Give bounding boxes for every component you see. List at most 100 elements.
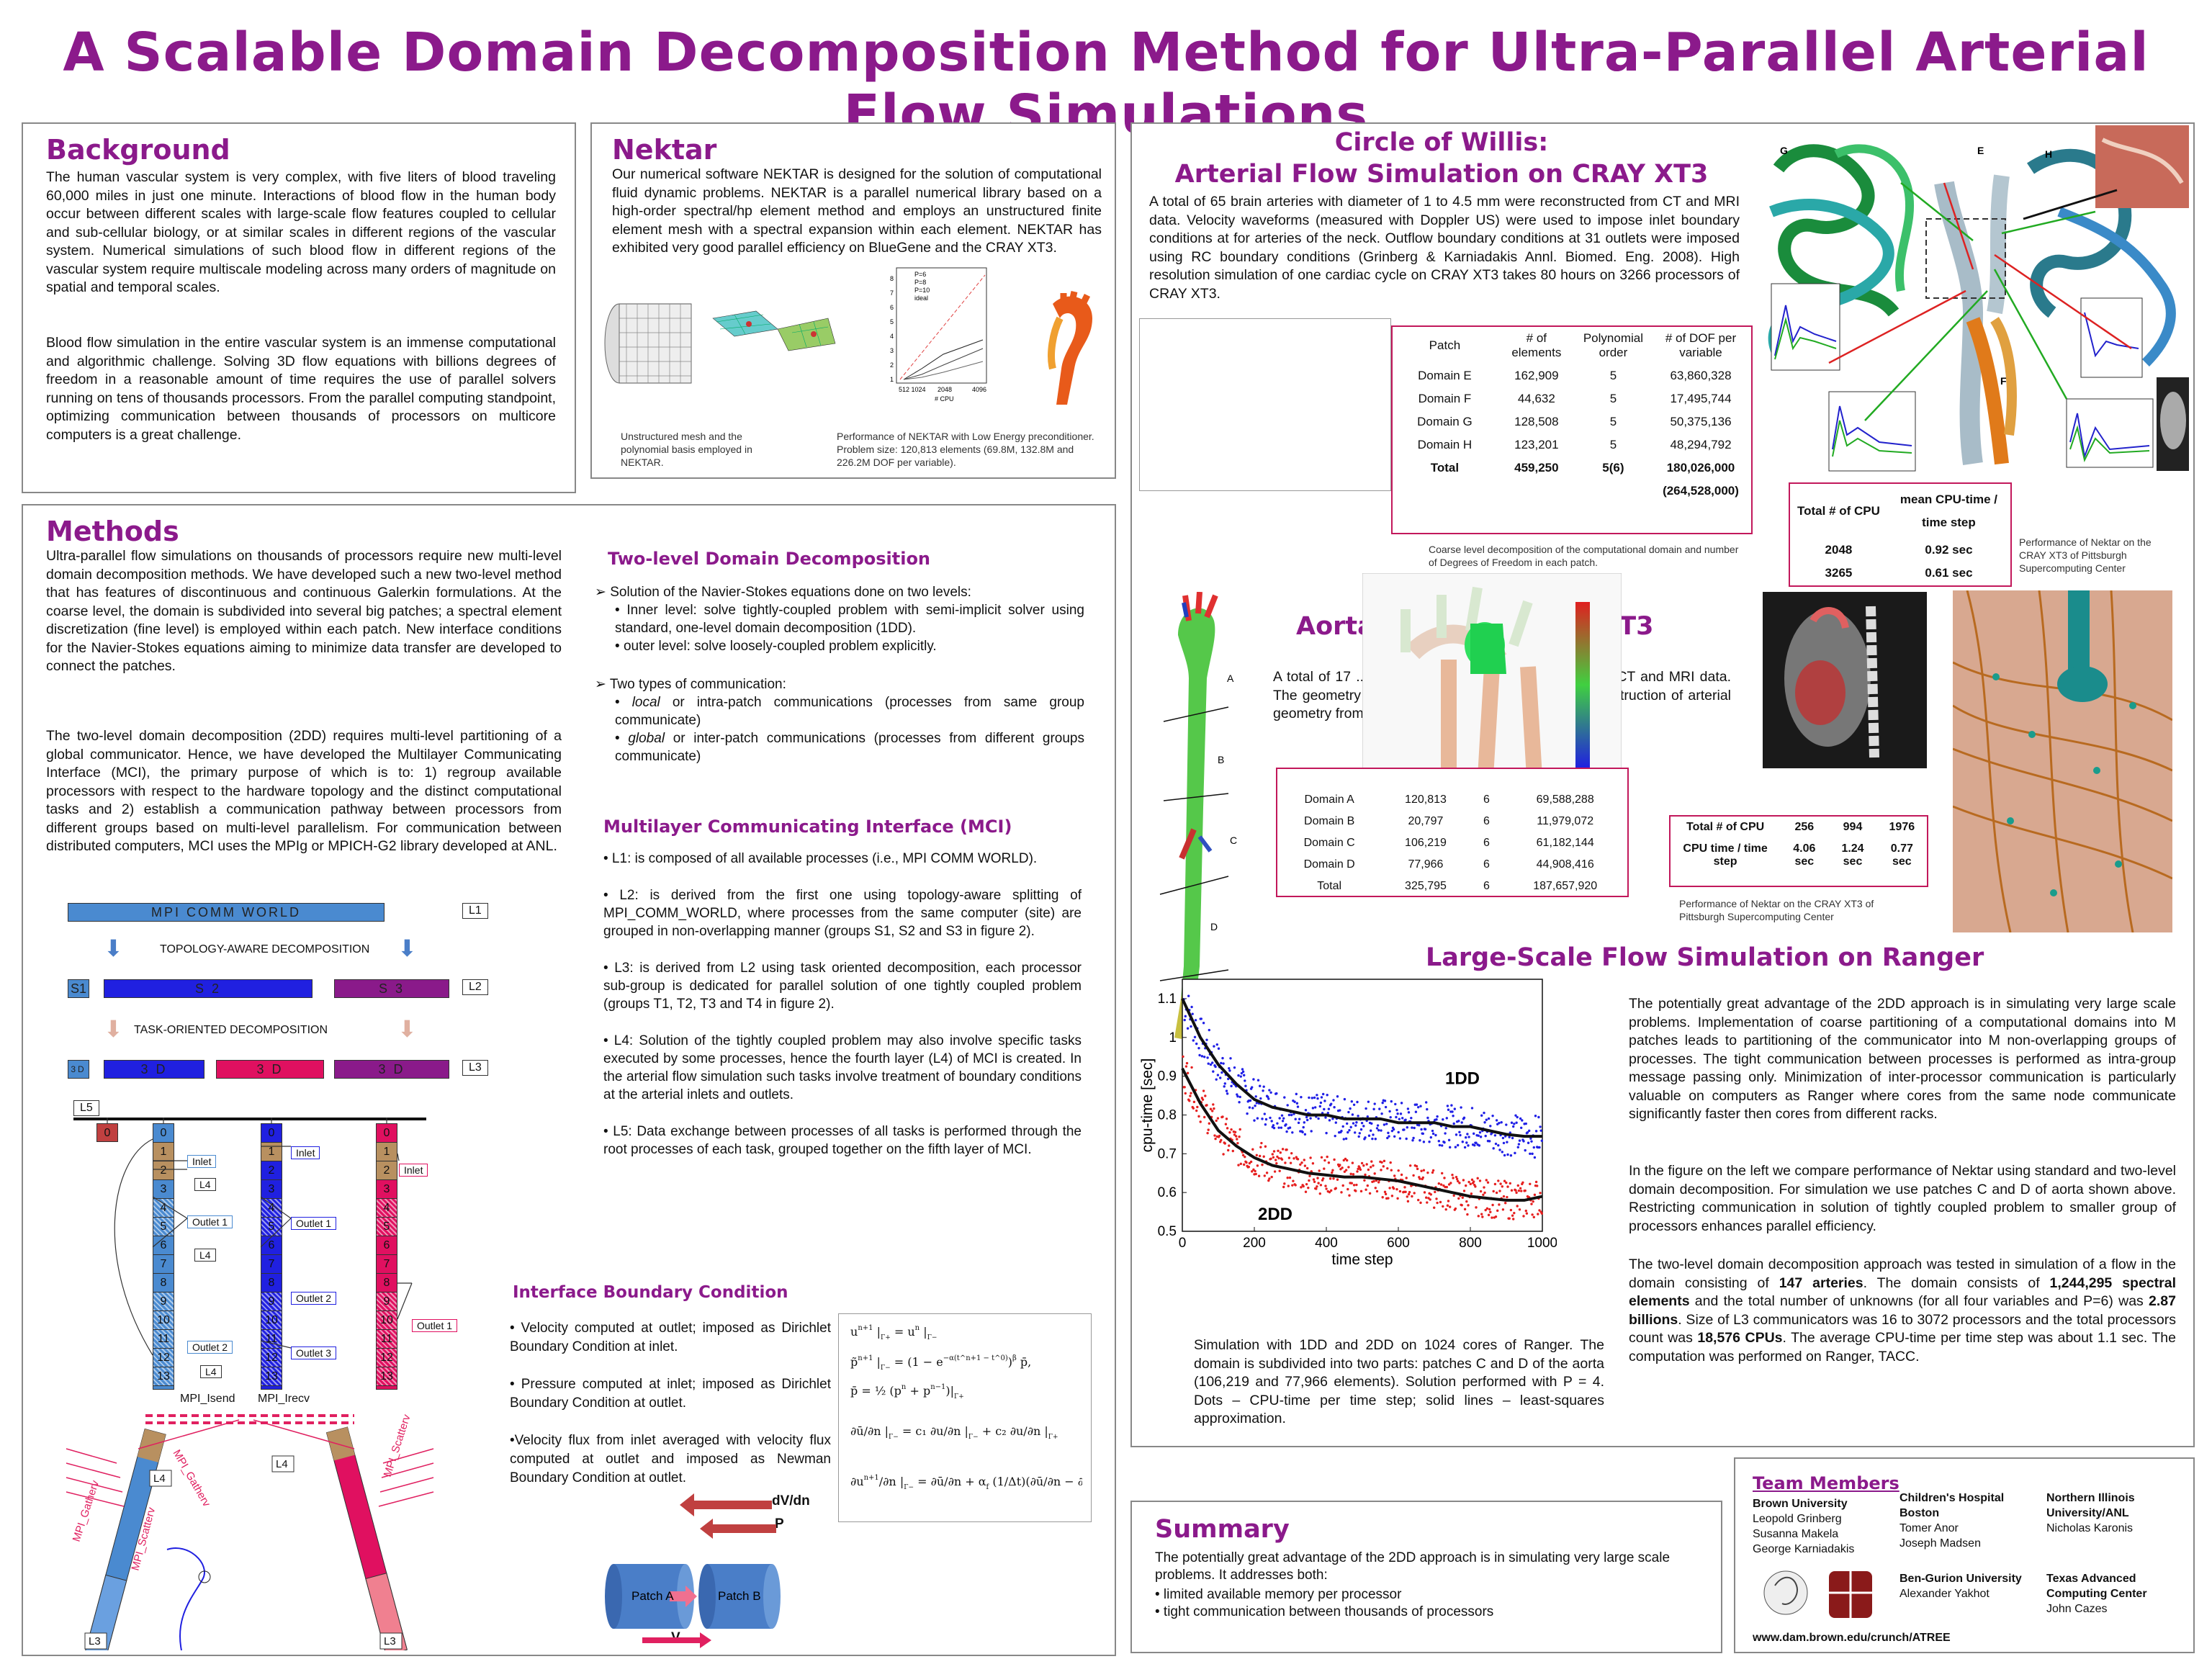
data-point — [1372, 1179, 1375, 1183]
data-point — [1303, 1121, 1305, 1124]
data-point — [1473, 1180, 1475, 1183]
team-bgu-heading: Ben-Gurion University — [1899, 1573, 2022, 1585]
data-point — [1297, 1121, 1300, 1125]
data-point — [1485, 1179, 1488, 1182]
data-point — [1483, 1186, 1485, 1189]
data-point — [1380, 1169, 1382, 1172]
down-arrow-4: ⬇ — [397, 1016, 417, 1042]
data-point — [1441, 1172, 1444, 1175]
data-point — [1512, 1125, 1515, 1128]
data-point — [1460, 1121, 1463, 1124]
data-point — [1506, 1153, 1509, 1156]
data-point — [1342, 1138, 1345, 1141]
data-point — [1227, 1077, 1230, 1081]
data-point — [1183, 1086, 1186, 1089]
data-point — [1195, 1109, 1198, 1112]
data-point — [1192, 1107, 1195, 1110]
data-point — [1282, 1117, 1285, 1120]
results-panel: Circle of Willis: Arterial Flow Simulati… — [1130, 122, 2195, 1447]
data-point — [1220, 1061, 1223, 1065]
data-point — [1447, 1200, 1450, 1202]
summary-panel: Summary The potentially great advantage … — [1130, 1501, 1722, 1653]
data-point — [1527, 1141, 1530, 1144]
data-point — [1483, 1191, 1486, 1195]
data-point — [1254, 1169, 1256, 1173]
willis-heading-1: Circle of Willis: — [1334, 128, 1549, 157]
data-point — [1463, 1146, 1467, 1149]
data-point — [1367, 1168, 1370, 1172]
data-point — [1374, 1187, 1377, 1190]
data-point — [1511, 1136, 1514, 1140]
data-point — [1217, 1047, 1220, 1050]
data-point — [1347, 1166, 1350, 1169]
ranger-text-3i: . The average CPU-time per time step was… — [1629, 1330, 2176, 1364]
data-point — [1287, 1184, 1290, 1187]
t3-bar: 3 D — [216, 1060, 324, 1079]
data-point — [1254, 1172, 1257, 1176]
data-point — [1399, 1112, 1403, 1115]
data-point — [1280, 1114, 1284, 1117]
data-point — [1259, 1146, 1262, 1148]
layer-l4-d: L4 — [153, 1473, 166, 1485]
data-point — [1239, 1162, 1242, 1166]
willis-cpu-table: Total # of CPU mean CPU-time / time step … — [1790, 484, 2010, 585]
data-point — [1347, 1110, 1350, 1114]
data-point — [1205, 1104, 1208, 1107]
data-point — [1244, 1079, 1246, 1082]
data-point — [1427, 1197, 1430, 1200]
data-point — [1245, 1161, 1248, 1164]
ranger-text-2: In the figure on the left we compare per… — [1629, 1163, 2176, 1234]
data-point — [1480, 1213, 1483, 1215]
process-cell: 0 — [153, 1124, 174, 1143]
data-point — [1223, 1082, 1226, 1085]
process-cell: 10 — [261, 1311, 282, 1330]
layer-l4-b: L4 — [194, 1249, 216, 1262]
data-point — [1454, 1146, 1457, 1148]
table-cell — [1393, 480, 1497, 503]
data-point — [1373, 1102, 1376, 1105]
data-point — [1515, 1191, 1518, 1195]
data-point — [1340, 1130, 1343, 1133]
data-point — [1383, 1100, 1387, 1102]
process-cell: 11 — [261, 1330, 282, 1349]
data-point — [1346, 1159, 1349, 1162]
data-point — [1421, 1132, 1424, 1136]
table-cell: Domain G — [1417, 415, 1473, 428]
data-point — [1303, 1164, 1307, 1167]
table-row: 3265 0.61 sec — [1790, 562, 2010, 585]
data-point — [1529, 1182, 1532, 1185]
data-point — [1439, 1183, 1443, 1186]
data-point — [1285, 1130, 1288, 1133]
data-point — [1261, 1163, 1264, 1166]
plot-area — [1182, 979, 1543, 1232]
data-point — [1501, 1151, 1503, 1154]
nektar-xtick-1: 512 1024 — [899, 386, 926, 393]
data-point — [1256, 1117, 1259, 1120]
data-point — [1435, 1118, 1438, 1121]
data-point — [1214, 1065, 1217, 1069]
nektar-legend-4: ideal — [914, 295, 928, 302]
table-cell: 5 — [1609, 438, 1617, 451]
two-level-item-2b-text: or inter-patch communications (processes… — [615, 731, 1084, 764]
data-point — [1387, 1131, 1390, 1135]
data-point — [1308, 1174, 1311, 1177]
two-level-item-2a: • local or intra-patch communications (p… — [615, 695, 1084, 728]
data-point — [1326, 1094, 1328, 1097]
data-point — [1201, 1098, 1205, 1101]
process-cell: 7 — [261, 1255, 282, 1274]
data-point — [1280, 1158, 1284, 1161]
mci-item-1: • L1: is composed of all available proce… — [603, 851, 1038, 866]
data-point — [1443, 1141, 1446, 1144]
data-point — [1498, 1203, 1501, 1206]
two-level-item-1: ➢ Solution of the Navier-Stokes equation… — [595, 585, 971, 600]
data-point — [1269, 1116, 1272, 1120]
data-point — [1447, 1183, 1451, 1186]
data-point — [1195, 1042, 1198, 1046]
data-point — [1305, 1182, 1308, 1186]
data-point — [1498, 1190, 1501, 1192]
data-point — [1465, 1184, 1467, 1187]
data-point — [1216, 1074, 1220, 1076]
ranger-cpus: 18,576 CPUs — [1697, 1330, 1783, 1346]
data-point — [1446, 1204, 1449, 1207]
process-cell: 12 — [377, 1349, 397, 1367]
